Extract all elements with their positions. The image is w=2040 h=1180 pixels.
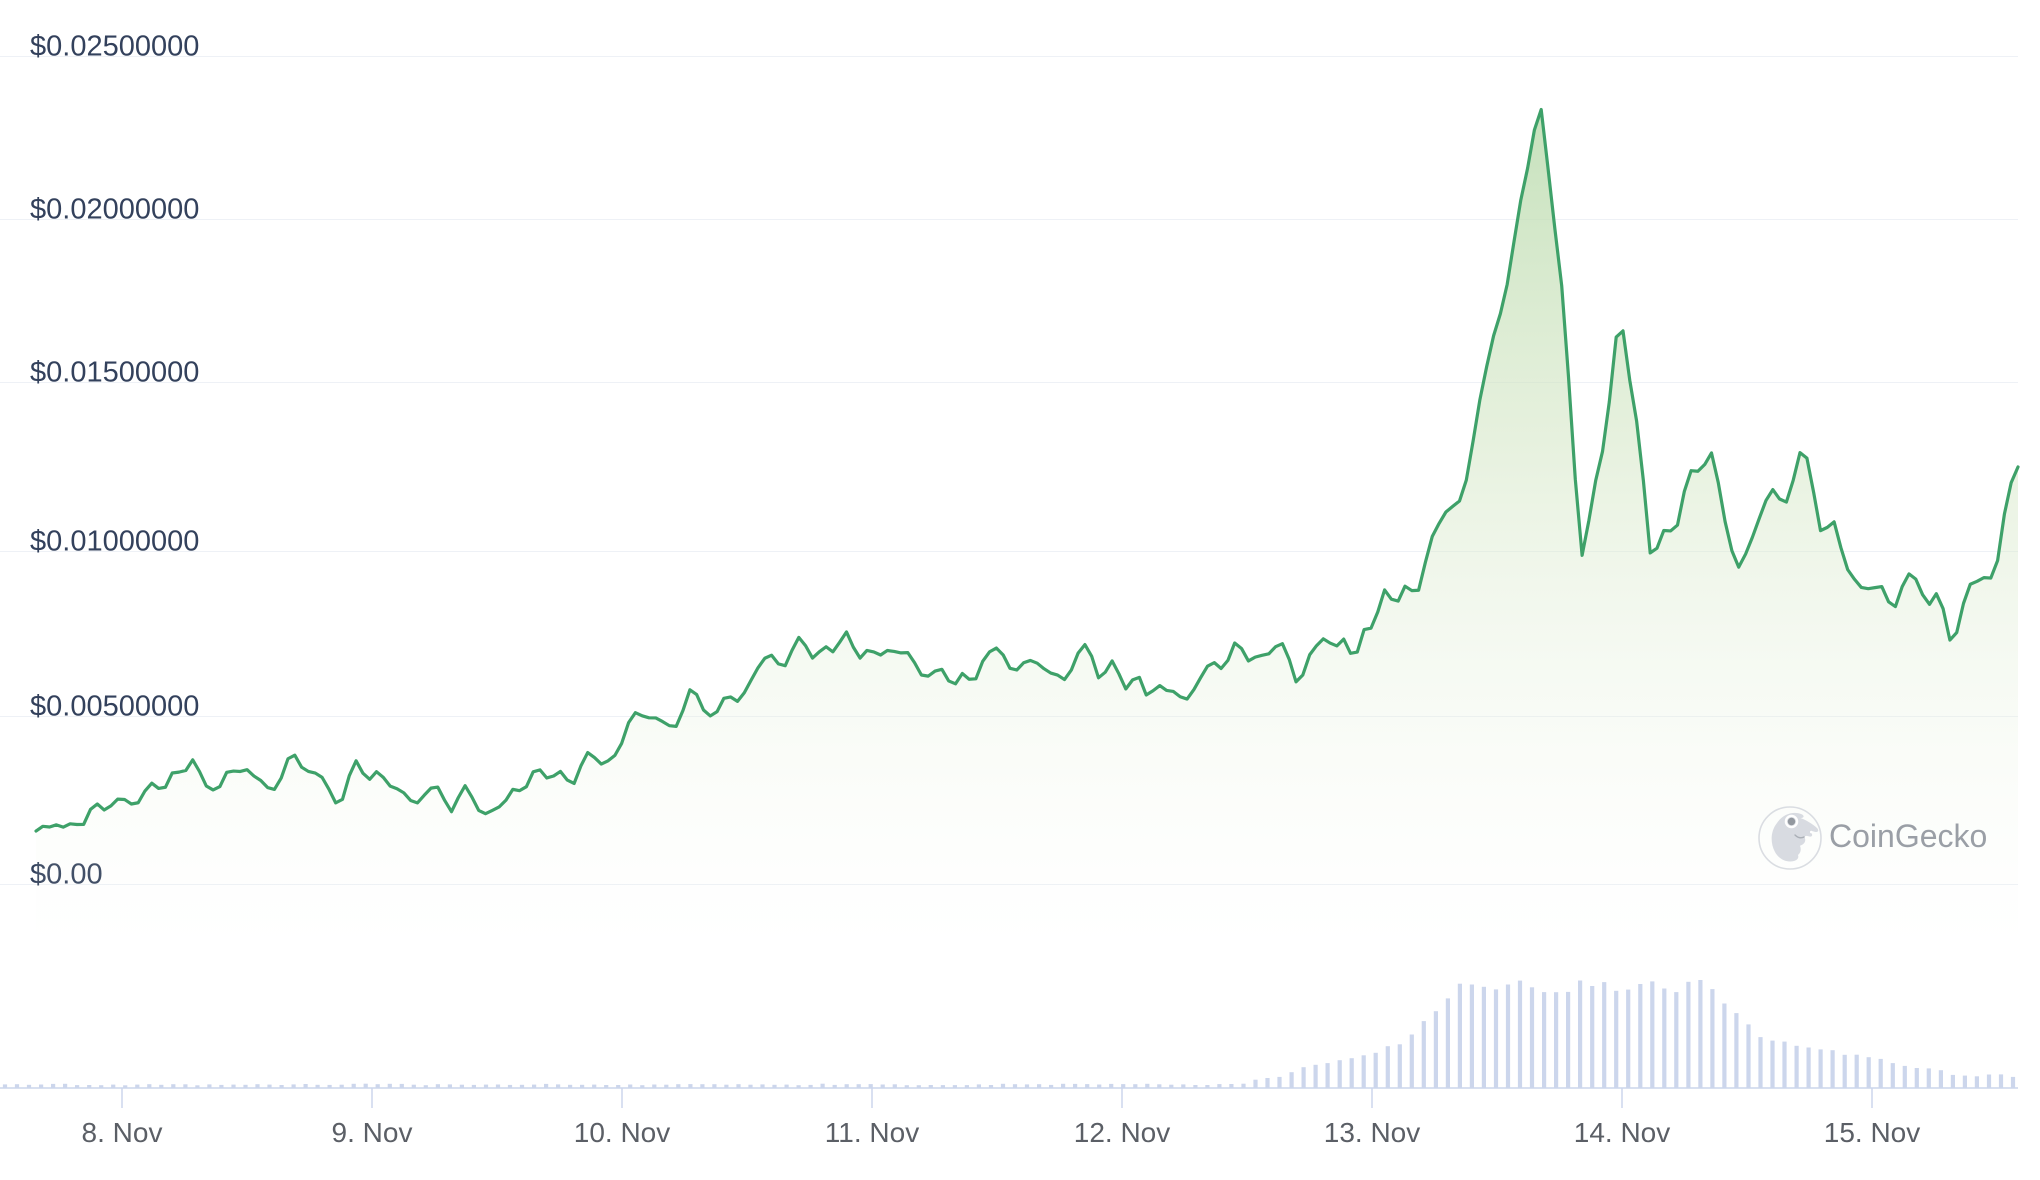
svg-text:CoinGecko: CoinGecko: [1829, 818, 1987, 854]
